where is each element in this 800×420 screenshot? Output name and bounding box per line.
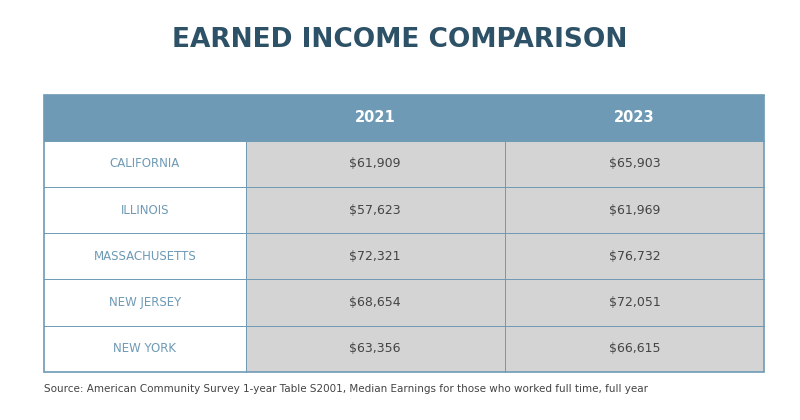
- Text: $66,615: $66,615: [609, 342, 660, 355]
- Text: 2021: 2021: [355, 110, 395, 125]
- Text: $72,051: $72,051: [609, 296, 660, 309]
- Text: $63,356: $63,356: [350, 342, 401, 355]
- Text: CALIFORNIA: CALIFORNIA: [110, 158, 180, 170]
- Text: Source: American Community Survey 1-year Table S2001, Median Earnings for those : Source: American Community Survey 1-year…: [44, 384, 648, 394]
- Text: NEW YORK: NEW YORK: [114, 342, 176, 355]
- Text: ILLINOIS: ILLINOIS: [121, 204, 169, 216]
- Text: $61,969: $61,969: [609, 204, 660, 216]
- Text: EARNED INCOME COMPARISON: EARNED INCOME COMPARISON: [172, 27, 628, 53]
- Text: $65,903: $65,903: [609, 158, 660, 170]
- Text: $76,732: $76,732: [609, 250, 660, 262]
- Text: $61,909: $61,909: [350, 158, 401, 170]
- Text: NEW JERSEY: NEW JERSEY: [109, 296, 181, 309]
- Text: $68,654: $68,654: [350, 296, 401, 309]
- Text: $57,623: $57,623: [350, 204, 401, 216]
- Text: $72,321: $72,321: [350, 250, 401, 262]
- Text: MASSACHUSETTS: MASSACHUSETTS: [94, 250, 196, 262]
- Text: 2023: 2023: [614, 110, 654, 125]
